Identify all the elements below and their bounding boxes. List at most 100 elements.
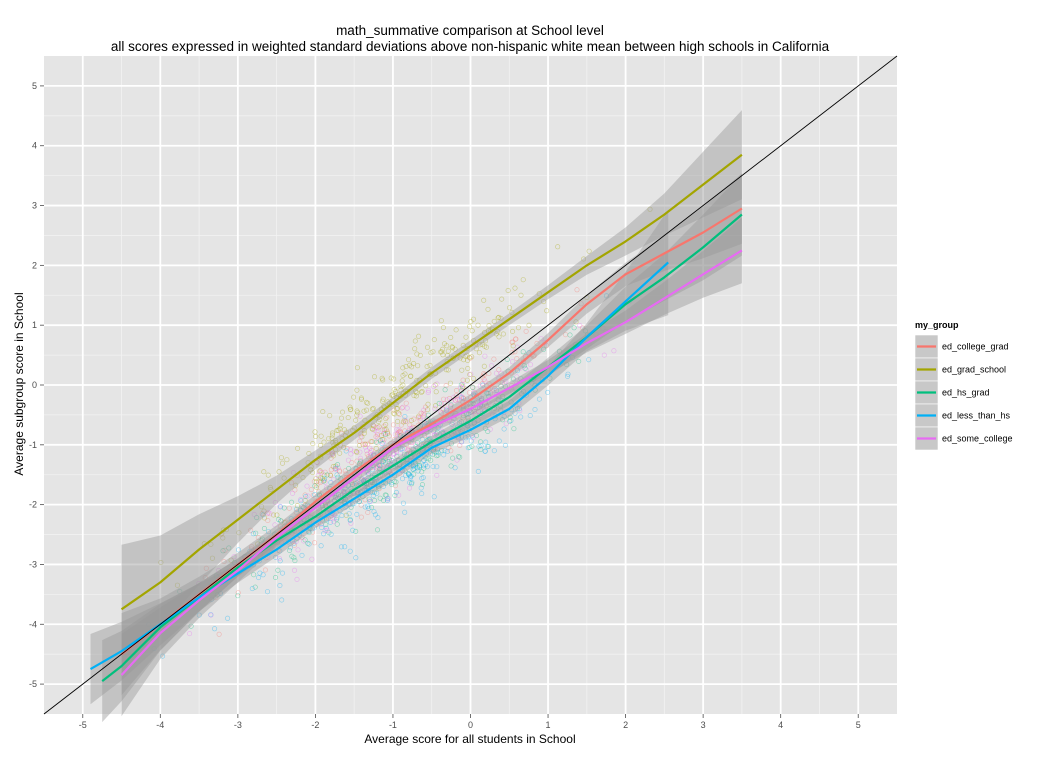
scatter-point — [475, 417, 481, 423]
scatter-point — [329, 451, 335, 457]
scatter-point — [453, 327, 459, 333]
scatter-point — [468, 318, 474, 324]
scatter-point — [385, 399, 391, 405]
scatter-point — [410, 462, 416, 468]
scatter-point — [399, 476, 405, 482]
scatter-point — [277, 504, 283, 510]
y-tick-label: 3 — [32, 201, 37, 211]
scatter-point — [482, 425, 488, 431]
scatter-point — [444, 397, 450, 403]
scatter-point — [459, 427, 465, 433]
scatter-point — [460, 383, 466, 389]
scatter-point — [448, 403, 454, 409]
scatter-point — [277, 582, 283, 588]
scatter-point — [447, 380, 453, 386]
scatter-point — [439, 410, 445, 416]
scatter-point — [483, 338, 489, 344]
scatter-point — [314, 482, 320, 488]
reference-line — [43, 55, 898, 715]
scatter-point — [520, 388, 526, 394]
scatter-point — [319, 476, 325, 482]
scatter-point — [356, 498, 362, 504]
legend-label-ed_grad_school: ed_grad_school — [942, 365, 1006, 375]
scatter-point — [259, 511, 265, 517]
scatter-point — [293, 482, 299, 488]
scatter-point — [374, 490, 380, 496]
scatter-point — [442, 448, 448, 454]
scatter-point — [368, 498, 374, 504]
scatter-point — [422, 404, 428, 410]
scatter-point — [397, 449, 403, 455]
scatter-point — [399, 378, 405, 384]
scatter-point — [393, 449, 399, 455]
scatter-point — [361, 427, 367, 433]
scatter-point — [434, 453, 440, 459]
scatter-point — [354, 511, 360, 517]
scatter-point — [391, 410, 397, 416]
scatter-point — [379, 440, 385, 446]
scatter-point — [354, 387, 360, 393]
scatter-point — [374, 429, 380, 435]
scatter-point — [365, 472, 371, 478]
scatter-point — [452, 465, 458, 471]
scatter-point — [366, 505, 372, 511]
scatter-point — [413, 442, 419, 448]
scatter-point — [458, 439, 464, 445]
legend-label-ed_college_grad: ed_college_grad — [942, 342, 1009, 352]
scatter-point — [410, 466, 416, 472]
scatter-point — [403, 400, 409, 406]
scatter-point — [465, 445, 471, 451]
scatter-point — [332, 512, 338, 518]
scatter-point — [381, 423, 387, 429]
scatter-point — [470, 408, 476, 414]
scatter-point — [364, 451, 370, 457]
scatter-point — [264, 589, 270, 595]
scatter-point — [415, 458, 421, 464]
scatter-point — [315, 506, 321, 512]
scatter-point — [414, 390, 420, 396]
scatter-point — [576, 358, 582, 364]
scatter-point — [288, 480, 294, 486]
scatter-point — [517, 365, 523, 371]
scatter-point — [541, 299, 547, 305]
scatter-point — [460, 405, 466, 411]
scatter-point — [235, 593, 241, 599]
scatter-point — [510, 328, 516, 334]
scatter-point — [565, 371, 571, 377]
y-tick-label: -5 — [29, 679, 37, 689]
scatter-point — [371, 489, 377, 495]
scatter-point — [443, 383, 449, 389]
scatter-point — [299, 552, 305, 558]
scatter-point — [336, 468, 342, 474]
scatter-point — [177, 588, 183, 594]
scatter-point — [298, 498, 304, 504]
scatter-point — [482, 330, 488, 336]
scatter-point — [460, 342, 466, 348]
scatter-point — [236, 530, 242, 536]
scatter-point — [388, 375, 394, 381]
scatter-point — [397, 428, 403, 434]
scatter-point — [355, 489, 361, 495]
scatter-point — [275, 567, 281, 573]
y-tick-label: 5 — [32, 81, 37, 91]
scatter-point — [392, 483, 398, 489]
scatter-point — [509, 350, 515, 356]
scatter-point — [346, 465, 352, 471]
scatter-point — [319, 503, 325, 509]
scatter-point — [407, 426, 413, 432]
scatter-point — [424, 438, 430, 444]
scatter-point — [262, 567, 268, 573]
scatter-point — [412, 462, 418, 468]
scatter-point — [317, 442, 323, 448]
scatter-point — [398, 430, 404, 436]
scatter-point — [406, 471, 412, 477]
x-axis-ticks: -5 -4 -3 -2 -1 0 1 2 3 4 5 — [79, 714, 861, 730]
scatter-point — [389, 392, 395, 398]
scatter-point — [514, 368, 520, 374]
scatter-point — [436, 400, 442, 406]
x-tick-label: 4 — [778, 720, 783, 730]
scatter-point — [257, 570, 263, 576]
scatter-point — [294, 506, 300, 512]
scatter-point — [536, 291, 542, 297]
scatter-point — [481, 363, 487, 369]
